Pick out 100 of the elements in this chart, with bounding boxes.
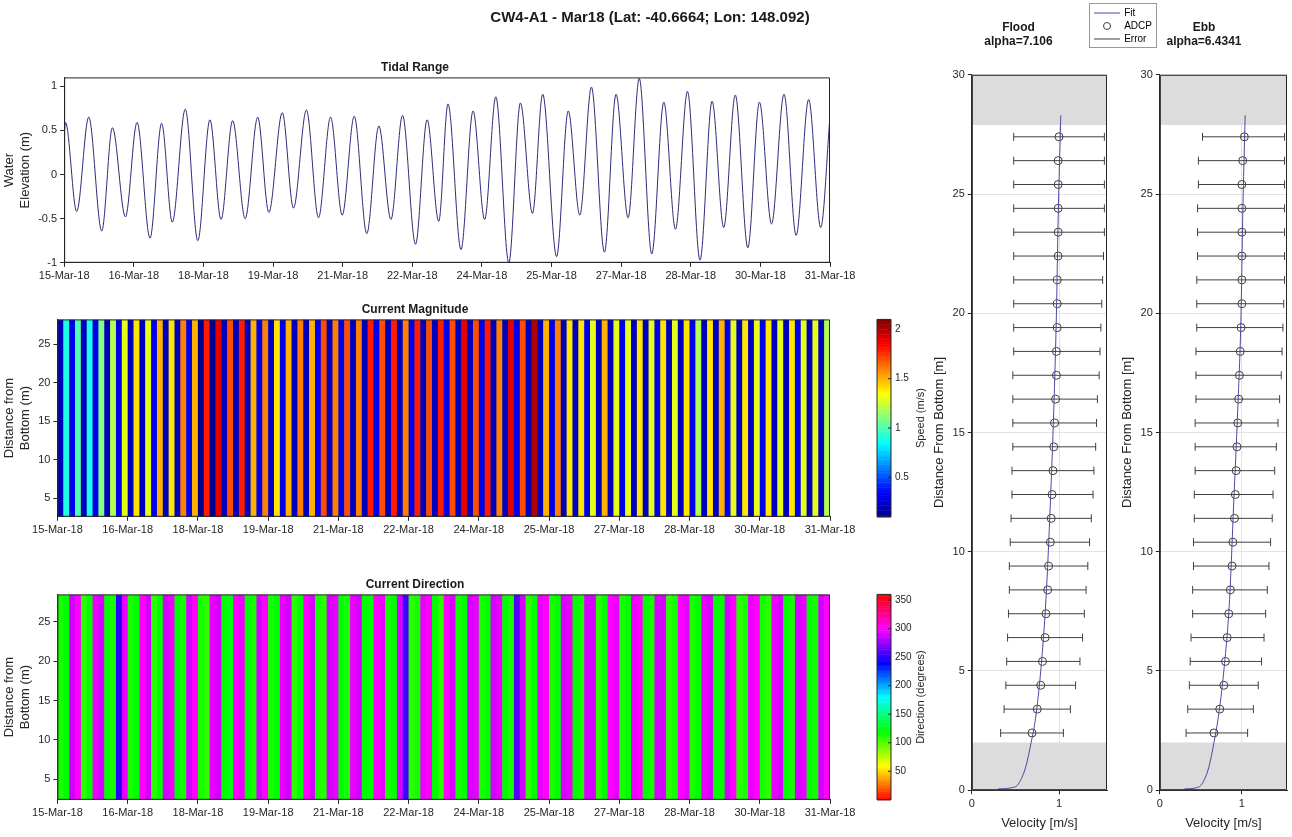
x-tick-label: 1 <box>1238 796 1245 809</box>
x-tick-label: 24-Mar-18 <box>453 523 505 536</box>
y-tick-label: 5 <box>44 491 51 504</box>
point <box>1237 299 1247 309</box>
point <box>1053 251 1063 261</box>
point <box>1236 323 1246 333</box>
point <box>1229 513 1239 523</box>
x-tick-label: 15-Mar-18 <box>32 523 83 536</box>
point <box>1032 704 1042 714</box>
point <box>1232 442 1242 452</box>
point <box>1228 537 1238 547</box>
x-tick-label: 25-Mar-18 <box>526 269 577 282</box>
y-tick-label: 20 <box>38 654 51 667</box>
x-tick-label: 1 <box>1055 796 1063 809</box>
x-tick-label: 30-Mar-18 <box>734 806 786 819</box>
x-tick-label: 22-Mar-18 <box>386 269 438 282</box>
color-bar-label: 1 <box>895 421 901 433</box>
point <box>1050 418 1060 428</box>
y-tick-label: 0.5 <box>41 123 58 136</box>
y-tick-label: 20 <box>1140 306 1153 319</box>
legend-label: ADCP <box>1124 19 1152 32</box>
point <box>1224 609 1234 619</box>
point <box>1037 656 1047 666</box>
x-tick-label: 27-Mar-18 <box>593 523 645 536</box>
y-tick-label: 10 <box>952 544 965 557</box>
x-tick-label: 16-Mar-18 <box>102 523 154 536</box>
y-tick-label: 25 <box>38 614 51 627</box>
x-axis-title: Velocity [m/s] <box>1185 814 1262 830</box>
line-series <box>997 114 1062 790</box>
chart-subtitle: alpha=6.4341 <box>1166 33 1242 48</box>
point <box>1051 370 1061 380</box>
point <box>1051 394 1061 404</box>
color-bar-label: 2 <box>895 323 901 335</box>
y-tick-label: 15 <box>38 693 51 706</box>
x-tick-label: 30-Mar-18 <box>735 269 786 282</box>
y-tick-label: -1 <box>47 255 58 268</box>
color-bar-title: Direction (degrees) <box>914 650 927 744</box>
point <box>1053 227 1063 237</box>
point <box>1043 585 1053 595</box>
y-axis-title: Distance From Bottom [m] <box>931 357 947 508</box>
point <box>1046 513 1056 523</box>
chart-title: Current Direction <box>365 576 465 591</box>
x-tick-label: 28-Mar-18 <box>664 523 715 536</box>
y-axis-title: Distance from Bottom (m) <box>1 657 32 738</box>
y-tick-label: 30 <box>952 67 965 80</box>
x-tick-label: 24-Mar-18 <box>453 806 505 819</box>
point <box>1230 490 1240 499</box>
y-tick-label: -0.5 <box>38 211 58 224</box>
point <box>1045 537 1055 547</box>
color-bar-label: 300 <box>895 622 913 634</box>
x-tick-label: 18-Mar-18 <box>178 269 229 282</box>
x-axis-title: Velocity [m/s] <box>1001 814 1078 830</box>
y-tick-label: 25 <box>38 337 51 350</box>
point <box>1044 561 1054 571</box>
y-tick-label: 15 <box>1140 425 1153 438</box>
point <box>1052 275 1062 285</box>
point <box>1049 442 1059 452</box>
x-tick-label: 21-Mar-18 <box>312 523 364 536</box>
x-tick-label: 21-Mar-18 <box>317 269 369 282</box>
legend-label: Error <box>1124 32 1147 45</box>
x-tick-label: 28-Mar-18 <box>665 269 717 282</box>
x-tick-label: 18-Mar-18 <box>172 523 224 536</box>
point <box>1225 585 1235 595</box>
y-tick-label: 15 <box>952 425 965 438</box>
point <box>1054 132 1064 142</box>
y-tick-label: 25 <box>952 187 965 200</box>
point <box>1238 156 1248 166</box>
color-bar-label: 100 <box>895 736 913 748</box>
y-tick-label: 5 <box>958 664 965 676</box>
point <box>1222 633 1232 643</box>
point <box>1053 180 1063 189</box>
point <box>1041 609 1051 619</box>
y-tick-label: 10 <box>1140 544 1153 557</box>
text: CW4-A1 - Mar18 (Lat: -40.6664; Lon: 148.092) <box>489 8 811 25</box>
point <box>1234 370 1244 380</box>
point <box>1052 299 1062 309</box>
color-bar-label: 50 <box>895 765 907 777</box>
x-tick-label: 25-Mar-18 <box>523 806 575 819</box>
point <box>1237 251 1247 261</box>
x-tick-label: 16-Mar-18 <box>102 806 154 819</box>
point <box>1053 203 1063 213</box>
y-tick-label: 30 <box>1140 67 1153 80</box>
y-tick-label: 0 <box>51 167 58 180</box>
point <box>1237 227 1247 237</box>
point <box>1237 275 1247 285</box>
point <box>1036 680 1046 690</box>
line-series <box>1183 114 1246 790</box>
x-tick-label: 0 <box>1156 796 1163 809</box>
x-tick-label: 31-Mar-18 <box>804 269 856 282</box>
color-bar-label: 350 <box>895 593 913 605</box>
x-tick-label: 18-Mar-18 <box>172 806 224 819</box>
y-tick-label: 20 <box>952 306 965 319</box>
x-tick-label: 22-Mar-18 <box>383 523 434 536</box>
point <box>1051 346 1061 356</box>
color-bar-label: 1.5 <box>895 372 910 384</box>
x-tick-label: 28-Mar-18 <box>664 806 715 819</box>
point <box>1233 418 1243 428</box>
point <box>1215 704 1225 714</box>
x-tick-label: 16-Mar-18 <box>108 269 160 282</box>
chart-title: Ebb <box>1192 19 1216 34</box>
